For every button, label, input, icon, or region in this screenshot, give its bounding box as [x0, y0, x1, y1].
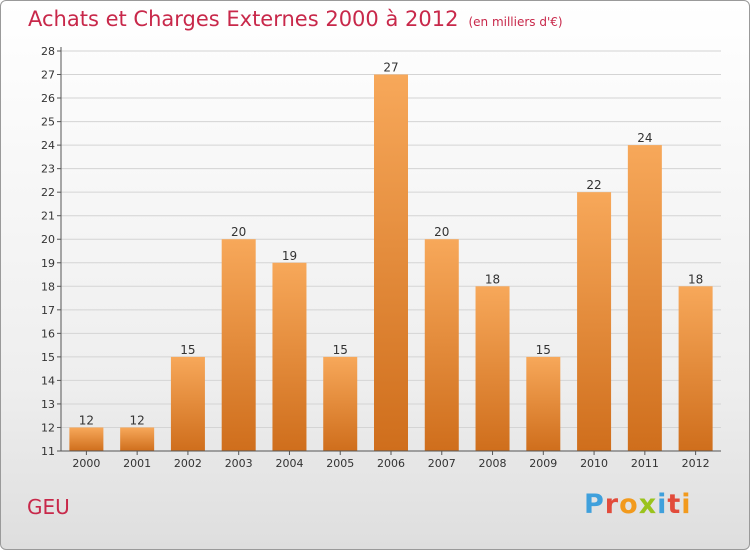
y-tick-label: 14: [41, 374, 55, 387]
bar-2010: [577, 192, 612, 452]
y-tick-label: 16: [41, 327, 55, 340]
x-tick-label: 2000: [72, 457, 100, 470]
bar-2007: [424, 239, 459, 451]
data-label: 12: [130, 413, 145, 427]
bar-2006: [374, 74, 408, 451]
data-label: 24: [637, 131, 652, 145]
proxiti-logo: Proxiti: [584, 489, 692, 520]
axes: [57, 47, 721, 455]
x-tick-label: 2006: [377, 457, 405, 470]
bar-2001: [120, 427, 155, 451]
chart-title: Achats et Charges Externes 2000 à 2012 (e…: [28, 7, 563, 31]
bar-2004: [272, 262, 307, 451]
y-tick-label: 28: [41, 45, 55, 58]
x-tick-label: 2009: [529, 457, 557, 470]
bars: [69, 74, 713, 452]
x-tick-label: 2004: [275, 457, 303, 470]
bar-2002: [170, 356, 205, 451]
y-tick-label: 24: [41, 139, 55, 152]
x-tick-label: 2005: [326, 457, 354, 470]
bar-2009: [526, 356, 561, 451]
y-tick-label: 11: [41, 445, 55, 458]
data-label: 19: [282, 249, 297, 263]
bar-2003: [221, 239, 256, 451]
x-tick-label: 2011: [631, 457, 659, 470]
y-tick-label: 25: [41, 116, 55, 129]
chart-title-text: Achats et Charges Externes 2000 à 2012: [28, 7, 459, 31]
x-tick-label: 2012: [682, 457, 710, 470]
data-label: 12: [79, 413, 94, 427]
bar-2011: [627, 145, 662, 451]
data-label: 27: [383, 61, 398, 75]
place-label: GEU: [27, 495, 70, 519]
x-tick-label: 2010: [580, 457, 608, 470]
y-tick-label: 27: [41, 69, 55, 82]
data-label: 15: [180, 343, 195, 357]
y-tick-label: 17: [41, 304, 55, 317]
data-label: 20: [434, 225, 449, 239]
bar-2005: [323, 356, 358, 451]
data-label: 15: [536, 343, 551, 357]
y-tick-label: 12: [41, 421, 55, 434]
chart-subtitle: (en milliers d'€): [468, 15, 563, 29]
data-label: 15: [333, 343, 348, 357]
y-tick-label: 15: [41, 351, 55, 364]
x-tick-label: 2002: [174, 457, 202, 470]
x-tick-label: 2001: [123, 457, 151, 470]
y-tick-label: 21: [41, 210, 55, 223]
data-label: 18: [485, 272, 500, 286]
y-tick-label: 23: [41, 163, 55, 176]
labels: 11 12 13 14 15 16 17 18 19 20 21 22 23 24 25 26 27 28 12 20…: [41, 45, 710, 470]
bar-2012: [678, 286, 713, 451]
data-label: 20: [231, 225, 246, 239]
y-tick-label: 13: [41, 398, 55, 411]
y-tick-label: 19: [41, 257, 55, 270]
x-tick-label: 2007: [428, 457, 456, 470]
data-label: 18: [688, 272, 703, 286]
y-tick-label: 22: [41, 186, 55, 199]
y-tick-label: 20: [41, 233, 55, 246]
data-label: 22: [586, 178, 601, 192]
bar-2000: [69, 427, 104, 451]
y-tick-label: 26: [41, 92, 55, 105]
x-tick-label: 2003: [225, 457, 253, 470]
x-tick-label: 2008: [479, 457, 507, 470]
y-tick-label: 18: [41, 280, 55, 293]
bar-2008: [475, 286, 510, 451]
